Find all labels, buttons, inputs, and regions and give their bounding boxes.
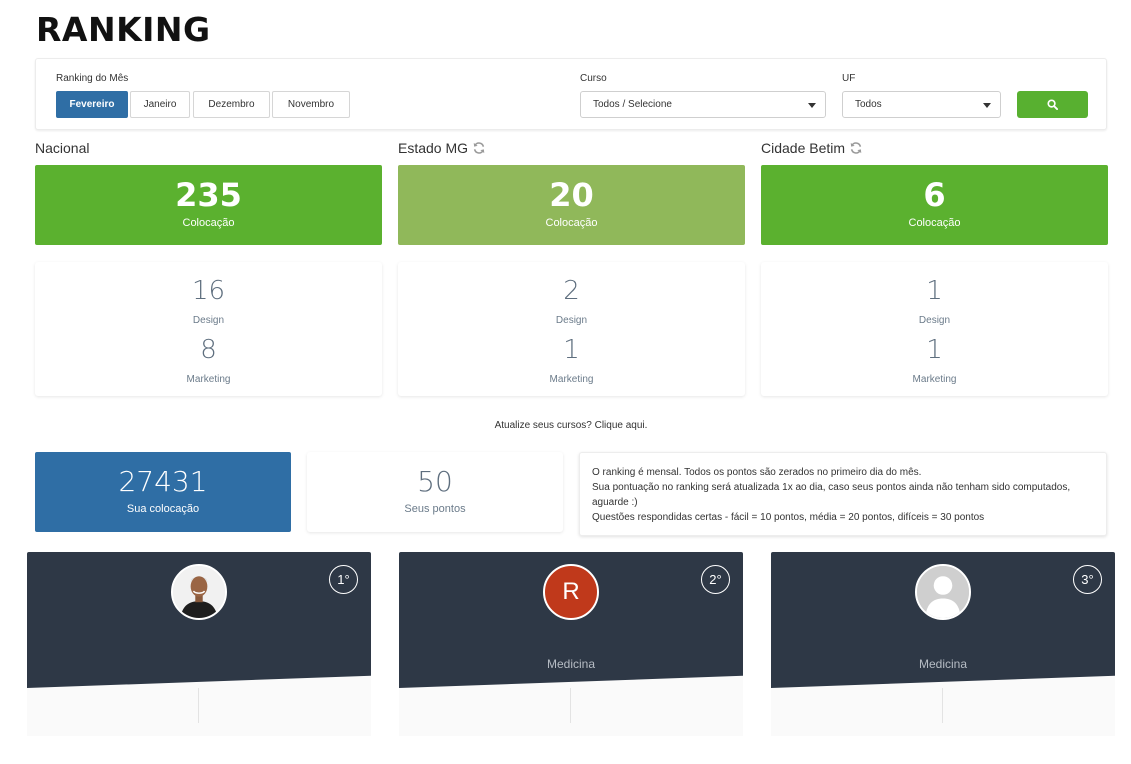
month-button-janeiro[interactable]: Janeiro (130, 91, 190, 118)
chevron-down-icon (808, 103, 816, 108)
divider (198, 688, 199, 723)
filter-panel: Ranking do Mês Fevereiro Janeiro Dezembr… (35, 58, 1107, 130)
stat-label: Marketing (186, 374, 231, 385)
position-label: Colocação (908, 217, 961, 229)
position-card-estado: 20 Colocação (398, 165, 745, 245)
rank-badge: 1° (329, 565, 358, 594)
position-value: 235 (175, 176, 242, 214)
avatar (171, 564, 227, 620)
stat-label: Marketing (549, 374, 594, 385)
month-filter-label: Ranking do Mês (56, 73, 129, 84)
my-position-value: 27431 (118, 465, 208, 498)
uf-filter-label: UF (842, 73, 856, 84)
podium-course: Medicina (918, 657, 968, 671)
stat-value: 2 (563, 276, 580, 306)
refresh-icon[interactable] (472, 141, 486, 155)
my-position-label: Sua colocação (126, 503, 200, 515)
position-value: 6 (923, 176, 946, 214)
update-courses-link[interactable]: Atualize seus cursos? Clique aqui. (494, 420, 648, 431)
position-card-cidade: 6 Colocação (761, 165, 1108, 245)
stat-value: 16 (191, 276, 226, 306)
section-title-nacional: Nacional (35, 140, 89, 156)
user-photo-icon (173, 566, 225, 618)
course-stats-nacional: 16 Design 8 Marketing (35, 262, 382, 396)
rank-badge: 3° (1073, 565, 1102, 594)
section-title-label: Nacional (35, 140, 90, 156)
stat-value: 1 (926, 276, 943, 306)
search-icon (1047, 99, 1058, 110)
chevron-down-icon (983, 103, 991, 108)
course-select-value: Todos / Selecione (593, 99, 672, 110)
stat-label: Design (918, 315, 951, 326)
search-button[interactable] (1017, 91, 1088, 118)
section-title-label: Cidade Betim (761, 140, 846, 156)
uf-select-value: Todos (855, 99, 882, 110)
section-title-cidade: Cidade Betim (761, 140, 863, 156)
podium-card-1[interactable]: 1° (27, 552, 371, 736)
podium-card-3[interactable]: 3° Medicina (771, 552, 1115, 736)
avatar: R (543, 564, 599, 620)
info-line: Questões respondidas certas - fácil = 10… (592, 512, 985, 523)
month-button-dezembro[interactable]: Dezembro (193, 91, 270, 118)
podium-course: Medicina (546, 657, 596, 671)
stat-value: 1 (563, 335, 580, 365)
position-label: Colocação (545, 217, 598, 229)
month-button-novembro[interactable]: Novembro (272, 91, 350, 118)
divider (570, 688, 571, 723)
stat-value: 8 (200, 335, 217, 365)
my-points-card: 50 Seus pontos (307, 452, 563, 532)
my-points-value: 50 (417, 465, 453, 498)
section-title-label: Estado MG (398, 140, 469, 156)
month-button-fevereiro[interactable]: Fevereiro (56, 91, 128, 118)
ranking-info: O ranking é mensal. Todos os pontos são … (579, 452, 1107, 536)
position-card-nacional: 235 Colocação (35, 165, 382, 245)
position-label: Colocação (182, 217, 235, 229)
podium-card-2[interactable]: R 2° Medicina (399, 552, 743, 736)
info-line: O ranking é mensal. Todos os pontos são … (592, 467, 922, 478)
section-title-estado: Estado MG (398, 140, 486, 156)
course-filter-label: Curso (580, 73, 607, 84)
stat-label: Design (192, 315, 225, 326)
divider (942, 688, 943, 723)
stat-value: 1 (926, 335, 943, 365)
stat-label: Marketing (912, 374, 957, 385)
stat-label: Design (555, 315, 588, 326)
default-user-icon (917, 566, 969, 618)
avatar-initial: R (562, 578, 580, 605)
my-position-card: 27431 Sua colocação (35, 452, 291, 532)
my-points-label: Seus pontos (404, 503, 466, 515)
rank-badge: 2° (701, 565, 730, 594)
page-title: RANKING (36, 10, 211, 49)
refresh-icon[interactable] (849, 141, 863, 155)
course-stats-estado: 2 Design 1 Marketing (398, 262, 745, 396)
course-stats-cidade: 1 Design 1 Marketing (761, 262, 1108, 396)
uf-select[interactable]: Todos (842, 91, 1001, 118)
position-value: 20 (549, 176, 594, 214)
info-line: Sua pontuação no ranking será atualizada… (592, 482, 1071, 508)
course-select[interactable]: Todos / Selecione (580, 91, 826, 118)
avatar (915, 564, 971, 620)
